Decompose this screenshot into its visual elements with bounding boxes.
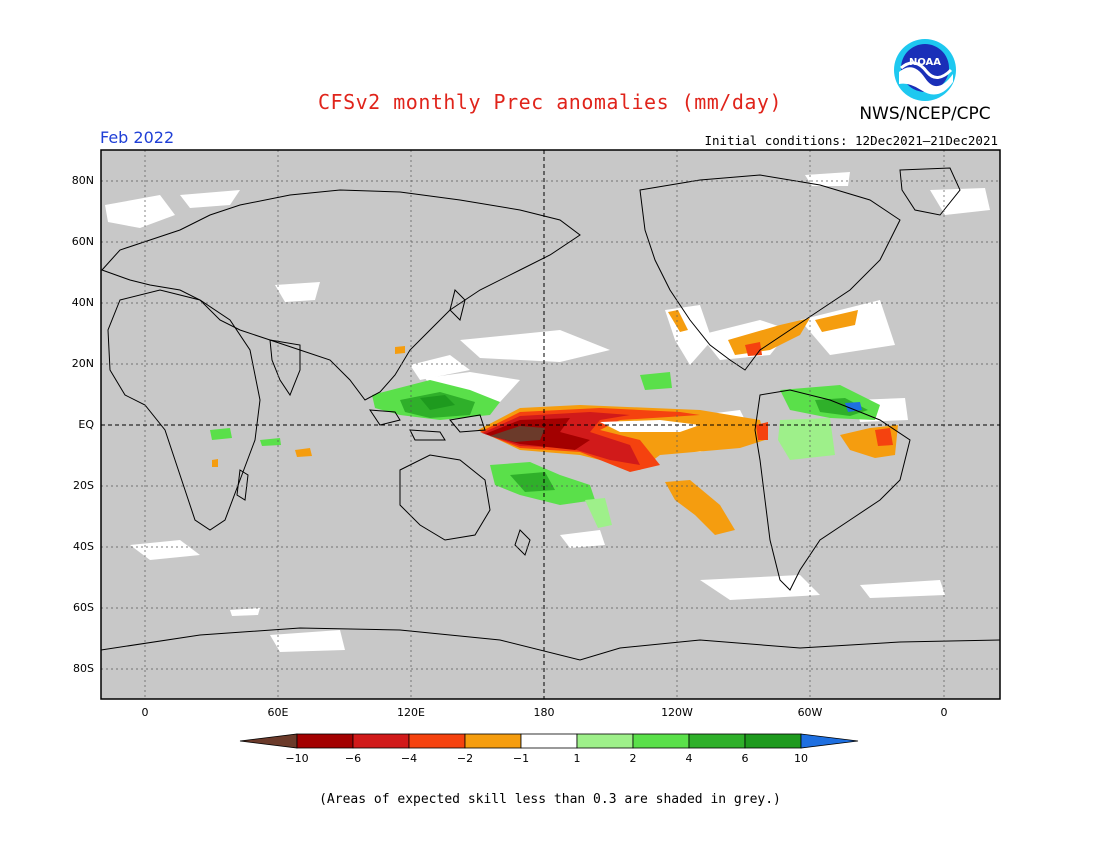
colorbar-swatch-8 (688, 733, 746, 749)
colorbar-swatch-4 (464, 733, 522, 749)
lat-label-20s: 20S (73, 479, 94, 492)
lat-label-60n: 60N (71, 235, 94, 248)
colorbar-swatch-7 (632, 733, 690, 749)
colorbar-label-1: 1 (573, 752, 581, 765)
initial-conditions: Initial conditions: 12Dec2021–21Dec2021 (704, 133, 999, 148)
lon-label-0-east: 0 (940, 706, 948, 719)
lat-label-eq: EQ (78, 418, 94, 431)
lon-label-120w: 120W (661, 706, 693, 719)
colorbar-label-neg2: −2 (456, 752, 474, 765)
agency-label: NWS/NCEP/CPC (859, 104, 991, 124)
colorbar-swatch-1 (296, 733, 354, 749)
colorbar-swatch-10 (800, 733, 859, 749)
lon-label-60e: 60E (267, 706, 289, 719)
colorbar-label-neg10: −10 (285, 752, 309, 765)
lat-label-40n: 40N (71, 296, 94, 309)
anomaly-fields (101, 167, 1000, 661)
noaa-logo: NOAA (894, 39, 956, 101)
colorbar-label-6: 6 (741, 752, 749, 765)
map-frame (100, 149, 1001, 700)
lat-label-80n: 80N (71, 174, 94, 187)
coastlines (101, 167, 1000, 661)
lat-label-60s: 60S (73, 601, 94, 614)
colorbar (239, 733, 859, 749)
lon-label-120e: 120E (397, 706, 425, 719)
lat-label-80s: 80S (73, 662, 94, 675)
skill-footnote: (Areas of expected skill less than 0.3 a… (319, 792, 781, 807)
logo-text: NOAA (909, 57, 941, 68)
colorbar-label-neg4: −4 (400, 752, 418, 765)
colorbar-label-2: 2 (629, 752, 637, 765)
colorbar-label-neg6: −6 (344, 752, 362, 765)
lat-label-20n: 20N (71, 357, 94, 370)
chart-title: CFSv2 monthly Prec anomalies (mm/day) (317, 90, 783, 114)
lon-label-180: 180 (533, 706, 555, 719)
grid-lines (101, 150, 1000, 699)
lon-label-60w: 60W (797, 706, 823, 719)
colorbar-swatch-5 (520, 733, 578, 749)
dry-anomalies (212, 310, 898, 535)
colorbar-swatch-3 (408, 733, 466, 749)
colorbar-label-neg1: −1 (512, 752, 530, 765)
colorbar-label-10: 10 (794, 752, 808, 765)
lon-label-0-west: 0 (141, 706, 149, 719)
colorbar-swatch-9 (744, 733, 802, 749)
reference-lines (101, 150, 1000, 699)
forecast-month: Feb 2022 (100, 128, 175, 147)
colorbar-swatch-6 (576, 733, 634, 749)
colorbar-swatch-0 (239, 733, 298, 749)
colorbar-label-4: 4 (685, 752, 693, 765)
colorbar-swatch-2 (352, 733, 410, 749)
lat-label-40s: 40S (73, 540, 94, 553)
